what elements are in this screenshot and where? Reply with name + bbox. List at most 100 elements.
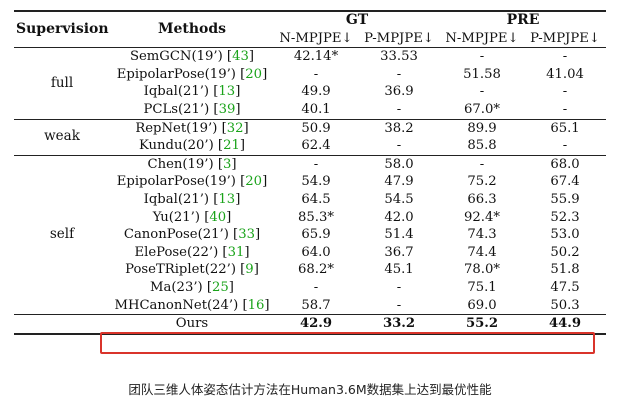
citation-link[interactable]: 43 (232, 49, 249, 65)
method-name: CanonPose(21’) [33] (110, 226, 274, 244)
header-methods: Methods (110, 10, 274, 48)
results-table-container: Supervision Methods GT PRE N-MPJPE↓ P-MP… (14, 10, 606, 335)
cell-pre-n-mpjpe: 69.0 (467, 297, 497, 313)
citation-bracket: ] (244, 244, 250, 260)
method-label: Yu(21’) [ (152, 209, 210, 225)
cell-gt-n-mpjpe: 42.14* (274, 47, 358, 66)
cell-pre-p-mpjpe: 68.0 (524, 154, 606, 174)
citation-link[interactable]: 16 (247, 297, 265, 313)
citation-link[interactable]: 31 (227, 244, 245, 260)
citation-link[interactable]: 9 (245, 262, 254, 278)
method-label: PoseTRiplet(22’) [ (125, 262, 246, 278)
table-row: MHCanonNet(24’) [16] 58.7 - 69.0 50.3 (14, 297, 606, 315)
cell-pre-p-mpjpe: 44.9 (524, 314, 606, 335)
cell-gt-n-mpjpe: - (313, 279, 319, 295)
method-name: EpipolarPose(19’) [20] (110, 173, 274, 191)
method-label: Kundu(20’) [ (138, 138, 224, 154)
cell-pre-n-mpjpe: 51.58 (463, 66, 501, 82)
table-row: EpipolarPose(19’) [20] - - 51.58 41.04 (14, 66, 606, 84)
citation-bracket: ] (235, 191, 241, 207)
citation-link[interactable]: 40 (209, 209, 227, 225)
cell-pre-p-mpjpe: - (562, 84, 568, 100)
method-name: PoseTRiplet(22’) [9] (110, 261, 274, 279)
cell-pre-p-mpjpe: 53.0 (550, 227, 580, 243)
table-row: self Chen(19’) [3] -58.0-68.0 (14, 154, 606, 315)
supervision-full: full (14, 47, 110, 120)
method-name: Ma(23’) [25] (110, 279, 274, 297)
cell-pre-n-mpjpe: 74.4 (467, 244, 497, 260)
method-label: Ma(23’) [ (150, 279, 213, 295)
cell-gt-p-mpjpe: 47.9 (384, 174, 414, 190)
cell-gt-n-mpjpe: 42.9 (274, 314, 358, 335)
cell-gt-n-mpjpe: 64.0 (301, 244, 331, 260)
header-col-pre-p-mpjpe: P-MPJPE↓ (524, 29, 606, 49)
method-name: Chen(19’) [3] (110, 154, 274, 174)
citation-bracket: ] (253, 262, 259, 278)
citation-link[interactable]: 21 (223, 138, 240, 154)
cell-gt-n-mpjpe: - (274, 154, 358, 174)
cell-pre-n-mpjpe: 92.4* (464, 209, 500, 225)
cell-gt-p-mpjpe: 38.2 (358, 118, 440, 138)
cell-pre-n-mpjpe: - (440, 47, 524, 66)
method-name: Iqbal(21’) [13] (110, 191, 274, 209)
method-label: EpipolarPose(19’) [ (116, 66, 246, 82)
citation-link[interactable]: 20 (245, 66, 263, 82)
method-name: Yu(21’) [40] (110, 209, 274, 227)
table-row: PoseTRiplet(22’) [9] 68.2* 45.1 78.0* 51.8 (14, 261, 606, 279)
cell-gt-p-mpjpe: - (396, 66, 402, 82)
table-row: ElePose(22’) [31] 64.0 36.7 74.4 50.2 (14, 244, 606, 262)
cell-pre-n-mpjpe: - (479, 84, 485, 100)
cell-pre-n-mpjpe: 55.2 (440, 314, 524, 335)
citation-link[interactable]: 13 (218, 84, 236, 100)
citation-link[interactable]: 13 (218, 191, 236, 207)
cell-pre-n-mpjpe: 75.1 (467, 279, 497, 295)
table-row: Iqbal(21’) [13] 49.9 36.9 - - (14, 83, 606, 101)
cell-pre-p-mpjpe: - (562, 138, 568, 154)
header-row-groups: Supervision Methods GT PRE (14, 10, 606, 48)
method-label: CanonPose(21’) [ (123, 227, 239, 243)
cell-gt-p-mpjpe: 42.0 (384, 209, 414, 225)
citation-link[interactable]: 33 (238, 227, 255, 243)
citation-link[interactable]: 39 (218, 101, 236, 117)
supervision-weak: weak (14, 118, 110, 156)
cell-pre-p-mpjpe: 51.8 (550, 262, 580, 278)
cell-gt-p-mpjpe: - (396, 138, 402, 154)
table-row: Yu(21’) [40] 85.3* 42.0 92.4* 52.3 (14, 209, 606, 227)
method-label: Iqbal(21’) [ (143, 84, 219, 100)
citation-link[interactable]: 25 (212, 279, 229, 295)
cell-gt-n-mpjpe: 64.5 (301, 191, 331, 207)
citation-bracket: ] (226, 209, 232, 225)
results-table: Supervision Methods GT PRE N-MPJPE↓ P-MP… (14, 10, 606, 335)
citation-link[interactable]: 3 (222, 156, 232, 172)
cell-pre-p-mpjpe: 50.3 (550, 297, 580, 313)
method-label: Ours (175, 316, 209, 332)
cell-gt-p-mpjpe: 33.53 (358, 47, 440, 66)
header-group-gt: GT (274, 10, 440, 30)
table-row: EpipolarPose(19’) [20] 54.9 47.9 75.2 67.4 (14, 173, 606, 191)
header-supervision: Supervision (14, 10, 110, 48)
table-row: PCLs(21’) [39] 40.1 - 67.0* - (14, 101, 606, 119)
cell-pre-n-mpjpe: - (440, 154, 524, 174)
cell-pre-p-mpjpe: 47.5 (550, 279, 580, 295)
citation-bracket: ] (228, 279, 234, 295)
cell-pre-n-mpjpe: 67.0* (464, 101, 500, 117)
method-name: Kundu(20’) [21] (110, 137, 274, 155)
table-row: Ma(23’) [25] - - 75.1 47.5 (14, 279, 606, 297)
cell-pre-p-mpjpe: 55.9 (550, 191, 580, 207)
table-row: weak RepNet(19’) [32] 50.9 38.2 89.9 65.1 (14, 118, 606, 156)
cell-gt-p-mpjpe: - (396, 297, 402, 313)
cell-gt-p-mpjpe: 45.1 (384, 262, 414, 278)
cell-gt-p-mpjpe: 58.0 (358, 154, 440, 174)
header-col-pre-n-mpjpe: N-MPJPE↓ (440, 29, 524, 49)
cell-pre-n-mpjpe: 74.3 (467, 227, 497, 243)
method-name: RepNet(19’) [32] (110, 118, 274, 138)
cell-pre-p-mpjpe: - (562, 101, 568, 117)
header-row-metrics: N-MPJPE↓ P-MPJPE↓ N-MPJPE↓ P-MPJPE↓ (14, 29, 606, 49)
method-label: PCLs(21’) [ (143, 101, 219, 117)
method-label: EpipolarPose(19’) [ (116, 174, 246, 190)
citation-link[interactable]: 20 (245, 174, 263, 190)
cell-gt-n-mpjpe: 58.7 (301, 297, 331, 313)
method-name: ElePose(22’) [31] (110, 244, 274, 262)
citation-link[interactable]: 32 (226, 120, 244, 136)
method-name: Iqbal(21’) [13] (110, 83, 274, 101)
